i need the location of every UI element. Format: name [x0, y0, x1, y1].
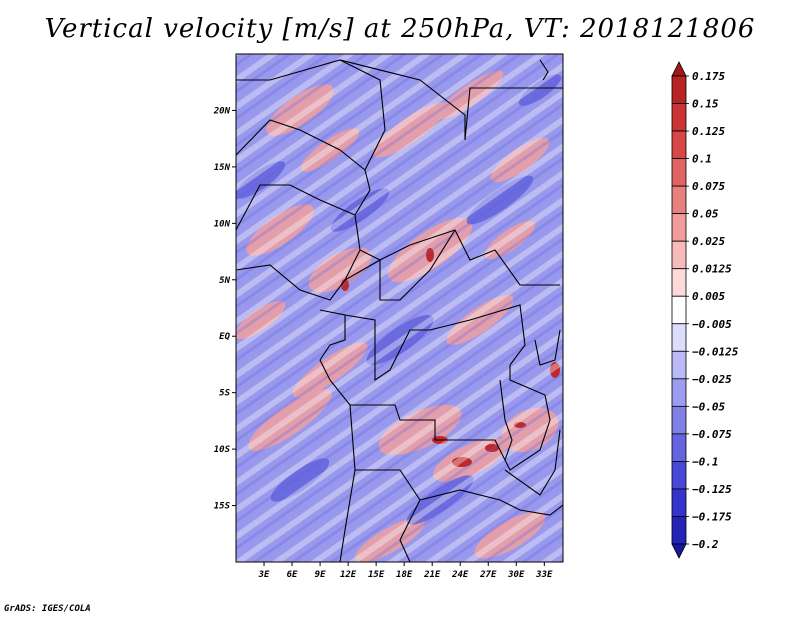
lon-label: 21E [423, 570, 441, 580]
colorbar-bin [671, 185, 687, 215]
lon-label: 15E [368, 570, 385, 580]
colorbar-label: −0.0125 [692, 345, 739, 358]
colorbar-label: −0.05 [692, 400, 725, 413]
colorbar-label: 0.125 [692, 125, 725, 138]
map-title: Vertical velocity [m/s] at 250hPa, VT: 2… [44, 14, 756, 44]
colorbar-bin [671, 378, 687, 407]
colorbar-label: 0.05 [692, 208, 719, 221]
colorbar-bin [671, 213, 687, 242]
colorbar-bin [671, 158, 687, 187]
colorbar-bin [671, 240, 687, 270]
colorbar-bin [671, 461, 687, 490]
lon-label: 24E [451, 570, 469, 580]
lat-label: 5S [219, 389, 230, 399]
colorbar-label: 0.0125 [692, 263, 732, 276]
lon-label: 9E [315, 570, 326, 580]
colorbar-label: 0.175 [692, 70, 725, 83]
lat-label: 20N [213, 106, 231, 116]
colorbar-label: 0.15 [692, 98, 719, 111]
colorbar-label: 0.025 [692, 235, 725, 248]
colorbar-bin [671, 516, 687, 545]
colorbar-label: −0.005 [692, 318, 732, 331]
lon-label: 3E [258, 570, 270, 580]
colorbar-bin [671, 103, 687, 132]
lon-label: 12E [340, 570, 357, 580]
lat-label: 15N [214, 163, 231, 173]
longitude-axis: 3E 6E 9E 12E 15E 18E 21E 24E 27E 30E 33E [258, 562, 553, 580]
lon-label: 33E [535, 570, 553, 580]
latitude-axis: 20N 15N 10N 5N EQ 5S 10S 15S [213, 106, 236, 512]
colorbar-label: −0.2 [692, 538, 719, 551]
lon-label: 27E [479, 570, 497, 580]
colorbar-label: 0.005 [692, 290, 725, 303]
colorbar-label: 0.075 [692, 180, 725, 193]
grads-credit: GrADS: IGES/COLA [4, 604, 91, 614]
colorbar-label: −0.125 [692, 483, 732, 496]
colorbar-label: −0.175 [692, 510, 732, 523]
colorbar-label: −0.075 [692, 428, 732, 441]
colorbar-bin [671, 350, 687, 380]
colorbar-bin [671, 323, 687, 352]
colorbar-label: −0.025 [692, 373, 732, 386]
lon-label: 30E [507, 570, 525, 580]
lat-label: EQ [219, 332, 230, 342]
colorbar-label: −0.1 [692, 455, 719, 468]
colorbar-label: 0.1 [692, 153, 712, 166]
colorbar-top-arrow [671, 61, 687, 77]
lat-label: 10N [214, 219, 231, 229]
lat-label: 5N [219, 276, 230, 286]
colorbar-bin [671, 488, 687, 517]
colorbar: 0.175 0.15 0.125 0.1 0.075 0.05 0.025 0.0125 0.0… [671, 61, 739, 559]
lon-label: 18E [396, 570, 413, 580]
colorbar-bottom-arrow [671, 543, 687, 559]
colorbar-bin [671, 405, 687, 435]
colorbar-bin [671, 295, 687, 325]
lat-label: 15S [214, 502, 231, 512]
colorbar-bin [671, 433, 687, 462]
lat-label: 10S [214, 445, 231, 455]
colorbar-bin [671, 130, 687, 159]
lon-label: 6E [287, 570, 298, 580]
colorbar-bin [671, 268, 687, 297]
country-borders [236, 59, 563, 562]
map-frame [235, 53, 564, 563]
velocity-field [236, 54, 563, 562]
colorbar-bin [671, 75, 687, 104]
